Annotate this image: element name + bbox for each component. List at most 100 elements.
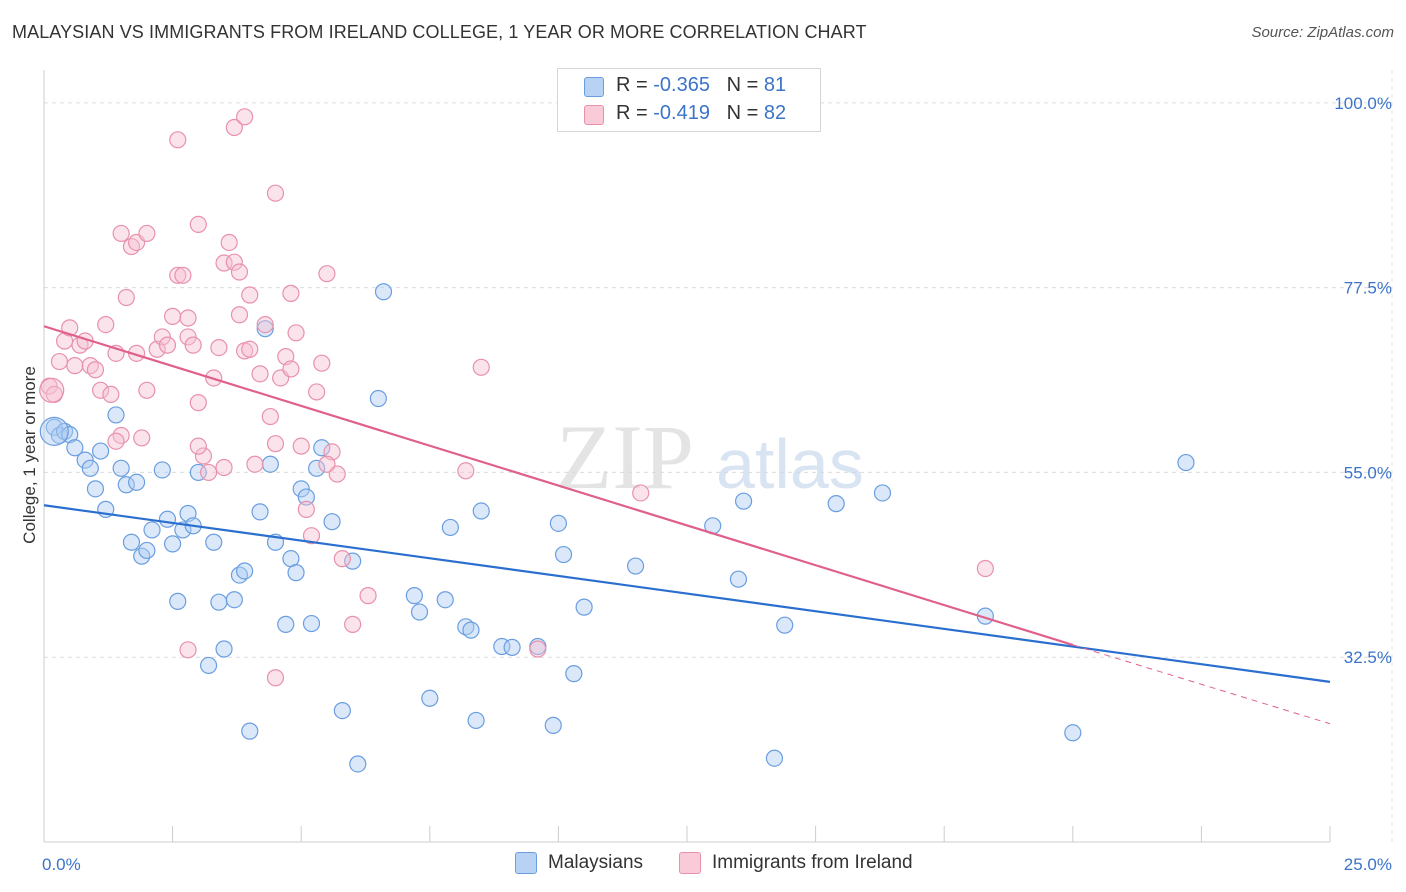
point-ireland-31	[194, 447, 213, 465]
point-ireland-15	[107, 432, 125, 450]
point-malaysians-69	[626, 557, 645, 575]
point-malaysians-0	[45, 418, 63, 436]
point-malaysians-2	[55, 422, 74, 440]
watermark: ZIP atlas	[556, 406, 864, 508]
point-malaysians-28	[215, 640, 233, 658]
point-ireland-27	[174, 266, 192, 284]
point-ireland-64	[179, 641, 197, 659]
legend-swatch-malaysians	[584, 77, 604, 97]
point-ireland-48	[282, 360, 300, 378]
point-malaysians-36	[261, 455, 279, 473]
point-malaysians-20	[164, 535, 182, 553]
point-ireland-29	[184, 336, 202, 354]
point-malaysians-73	[765, 749, 784, 767]
point-malaysians-48	[344, 552, 362, 570]
legend-row-malaysians: R = -0.365 N = 81	[558, 72, 820, 100]
point-ireland-54	[313, 354, 331, 372]
point-malaysians-67	[565, 665, 583, 683]
point-ireland-72	[529, 640, 547, 658]
point-ireland-10	[91, 381, 110, 399]
point-malaysians-44	[308, 459, 326, 477]
point-ireland-37	[225, 253, 243, 271]
point-malaysians-41	[292, 480, 310, 498]
point-ireland-44	[261, 407, 279, 426]
legend-swatch-ireland-bottom	[679, 852, 701, 874]
point-malaysians-65	[549, 514, 568, 532]
point-ireland-70	[457, 462, 475, 480]
point-ireland-cluster	[39, 377, 65, 403]
point-malaysians-74	[776, 616, 794, 634]
point-ireland-53	[308, 383, 326, 401]
point-ireland-63	[266, 184, 285, 202]
point-ireland-38	[230, 306, 249, 324]
point-ireland-68	[318, 455, 336, 473]
point-ireland-19	[133, 429, 151, 447]
point-malaysians-cluster	[39, 416, 69, 446]
point-ireland-5	[66, 357, 84, 375]
point-malaysians-57	[457, 618, 475, 636]
point-malaysians-21	[169, 592, 187, 610]
series-legend: Malaysians Immigrants from Ireland	[0, 852, 1406, 878]
point-malaysians-40	[287, 564, 305, 582]
watermark-atlas: atlas	[716, 425, 864, 503]
point-ireland-26	[169, 266, 187, 284]
point-malaysians-14	[127, 473, 146, 491]
point-ireland-36	[220, 233, 238, 252]
legend-item-malaysians: Malaysians	[515, 852, 643, 874]
point-ireland-66	[215, 458, 233, 477]
y-tick-label-2: 55.0%	[1344, 463, 1392, 482]
watermark-zip: ZIP	[556, 406, 694, 508]
point-ireland-41	[246, 455, 264, 473]
point-malaysians-51	[374, 283, 393, 301]
point-malaysians-29	[200, 656, 218, 675]
point-malaysians-32	[236, 562, 254, 580]
point-malaysians-78	[1064, 724, 1082, 742]
point-ireland-77	[189, 215, 207, 233]
point-malaysians-13	[122, 533, 141, 551]
legend-row-ireland: R = -0.419 N = 82	[558, 100, 820, 128]
point-malaysians-62	[503, 638, 521, 656]
point-malaysians-33	[241, 722, 259, 740]
point-malaysians-54	[421, 689, 439, 707]
point-malaysians-16	[138, 541, 156, 560]
point-malaysians-27	[210, 593, 228, 611]
point-malaysians-6	[81, 459, 99, 477]
point-ireland-49	[287, 324, 305, 342]
point-ireland-16	[117, 288, 135, 307]
point-ireland-67	[266, 669, 285, 687]
point-ireland-81	[282, 284, 300, 302]
point-ireland-30	[189, 394, 207, 412]
point-ireland-34	[210, 338, 228, 357]
n-value-malaysians: 81	[763, 74, 787, 96]
legend-stats-malaysians: R = -0.365 N = 81	[616, 74, 787, 96]
point-ireland-11	[97, 315, 115, 334]
point-malaysians-71	[729, 570, 748, 588]
y-tick-label-0: 100.0%	[1334, 94, 1392, 113]
trend-lines	[43, 325, 1331, 725]
point-ireland-20	[138, 381, 156, 399]
legend-label-malaysians: Malaysians	[548, 852, 644, 873]
point-ireland-73	[632, 484, 650, 502]
point-ireland-43	[256, 315, 274, 334]
point-malaysians-30	[225, 591, 243, 609]
point-malaysians-26	[205, 533, 223, 551]
x-tick-label-0: 0.0%	[42, 855, 81, 874]
point-malaysians-35	[256, 320, 274, 338]
x-tick-label-1: 25.0%	[1344, 855, 1392, 874]
point-ireland-52	[302, 527, 321, 545]
y-tick-label-1: 77.5%	[1344, 279, 1392, 298]
axes	[43, 70, 1331, 843]
point-ireland-75	[112, 224, 130, 243]
point-ireland-60	[169, 131, 187, 149]
chart-title: MALAYSIAN VS IMMIGRANTS FROM IRELAND COL…	[12, 22, 867, 42]
trend-line-ireland-extension	[1072, 644, 1331, 725]
point-malaysians-19	[158, 510, 177, 528]
point-malaysians-64	[544, 716, 562, 734]
point-ireland-62	[236, 108, 254, 126]
point-malaysians-66	[554, 545, 573, 564]
legend-stats-ireland: R = -0.419 N = 82	[616, 102, 787, 124]
point-ireland-45	[266, 435, 285, 453]
point-malaysians-42	[297, 488, 315, 506]
point-ireland-76	[138, 224, 156, 243]
point-ireland-32	[200, 463, 218, 482]
